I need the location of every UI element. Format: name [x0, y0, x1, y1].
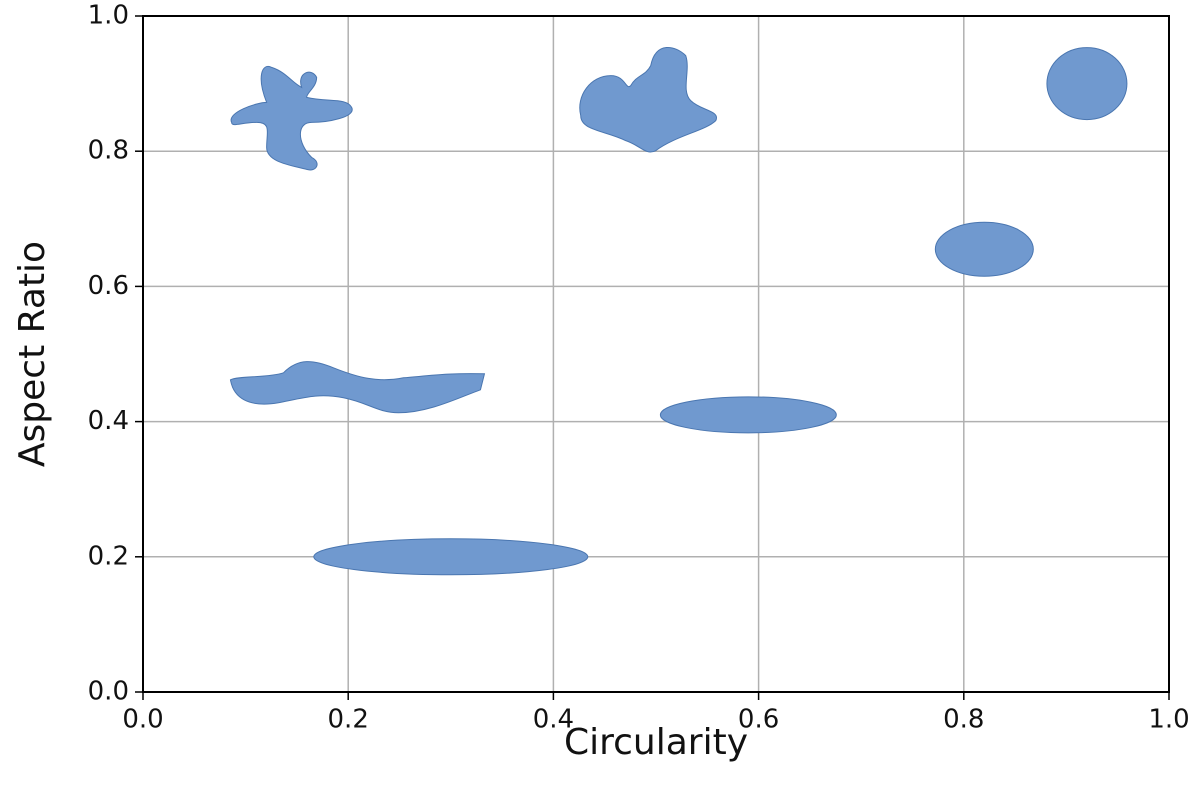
shape-point [579, 47, 718, 153]
y-tick-label: 0.4 [88, 406, 129, 436]
y-tick-label: 1.0 [88, 1, 129, 31]
y-axis-label: Aspect Ratio [12, 241, 53, 467]
shape-point [313, 538, 589, 576]
x-tick-label: 0.4 [533, 705, 574, 735]
y-tick-label: 0.8 [88, 136, 129, 166]
y-tick-label: 0.2 [88, 541, 129, 571]
x-tick-label: 1.0 [1148, 705, 1189, 735]
x-tick-label: 0.8 [943, 705, 984, 735]
shape-point [659, 396, 837, 434]
x-tick-label: 0.2 [328, 705, 369, 735]
y-tick-label: 0.6 [88, 271, 129, 301]
shape-point [934, 221, 1034, 277]
plot-frame [142, 15, 1170, 693]
x-tick-label: 0.6 [738, 705, 779, 735]
y-tick-label: 0.0 [88, 677, 129, 707]
x-tick-label: 0.0 [122, 705, 163, 735]
shape-point [1046, 47, 1128, 121]
shape-point [230, 65, 353, 171]
shape-point [229, 361, 486, 414]
x-axis-label: Circularity [564, 722, 748, 763]
